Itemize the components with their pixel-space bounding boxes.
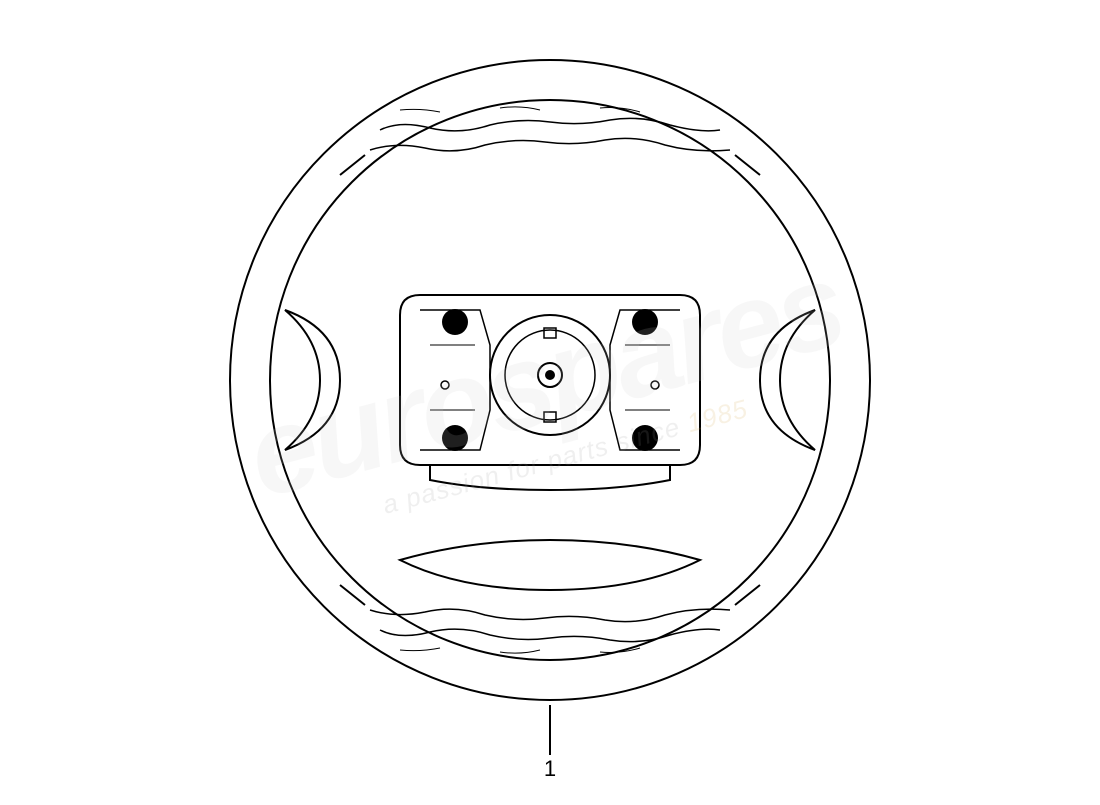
wheel-spokes [285,310,815,590]
bolt-bottom-right [632,425,658,451]
steering-wheel-drawing [0,0,1100,800]
callout-leader-line [549,705,551,755]
part-number-callout: 1 [544,756,556,782]
hub-center-dot [545,370,555,380]
bolt-top-left [442,309,468,335]
bolt-top-right [632,309,658,335]
airbag-hub [400,295,700,490]
diagram-container [0,0,1100,800]
bolt-bottom-left [442,425,468,451]
